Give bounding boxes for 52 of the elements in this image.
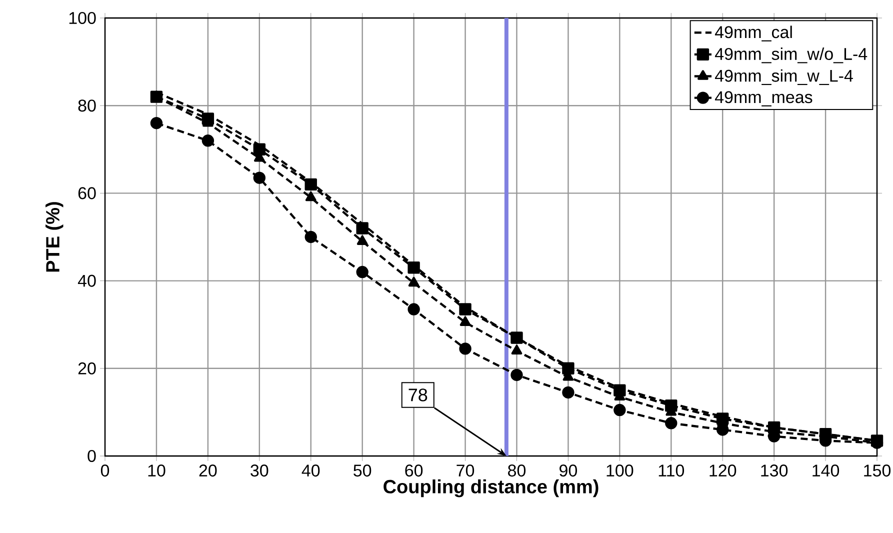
y-tick-label: 100 [69, 12, 96, 24]
x-tick-label: 50 [354, 464, 372, 477]
x-tick-label: 60 [405, 464, 423, 477]
x-tick-label: 20 [199, 464, 217, 477]
y-tick-label: 40 [78, 274, 96, 287]
y-tick-label: 0 [88, 450, 96, 462]
point [304, 178, 317, 191]
point [356, 235, 368, 245]
point [253, 172, 266, 184]
point [356, 222, 368, 234]
legend-label: 49mm_meas [714, 91, 812, 106]
legend-label: 49mm_sim_w/o_L-4 [714, 48, 868, 64]
x-tick-label: 130 [761, 464, 788, 477]
legend-label: 49mm_cal [714, 26, 792, 42]
x-tick-label: 140 [812, 464, 840, 477]
legend-label: 49mm_sim_w_L-4 [714, 69, 853, 86]
x-tick-label: 120 [710, 464, 736, 477]
x-tick-label: 70 [456, 464, 474, 477]
point [305, 191, 316, 202]
point [459, 342, 472, 355]
point [511, 344, 522, 354]
y-tick-label: 80 [78, 100, 96, 112]
x-tick-label: 110 [658, 464, 684, 477]
annotation: 78 [408, 388, 428, 402]
point [665, 417, 678, 430]
x-tick-label: 40 [302, 464, 320, 477]
point [202, 134, 214, 147]
point [460, 316, 471, 326]
point [408, 262, 420, 274]
x-tick-label: 30 [250, 464, 268, 477]
point [356, 266, 368, 278]
x-tick-label: 80 [508, 464, 526, 477]
point [253, 143, 266, 156]
x-tick-label: 0 [100, 464, 110, 477]
point [510, 332, 523, 344]
point [510, 368, 523, 382]
point [614, 404, 626, 416]
y-tick-label: 20 [78, 362, 96, 374]
point [562, 386, 574, 399]
point [459, 303, 472, 316]
x-tick-label: 90 [560, 464, 578, 477]
y-axis-title: PTE (%) [46, 202, 64, 272]
point [150, 117, 163, 130]
y-tick-label: 60 [78, 187, 96, 200]
x-tick-label: 10 [148, 464, 166, 477]
x-tick-label: 150 [864, 464, 891, 477]
point [408, 303, 420, 316]
point [562, 362, 574, 374]
x-axis-title: Coupling distance (mm) [384, 479, 598, 498]
point [304, 230, 317, 244]
x-tick-label: 100 [606, 464, 634, 477]
point [408, 276, 420, 287]
